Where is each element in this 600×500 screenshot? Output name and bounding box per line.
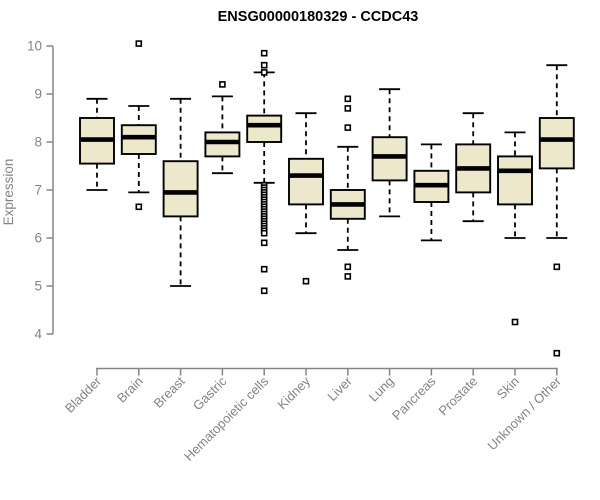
x-tick-label-liver: Liver <box>324 373 355 404</box>
outlier-point <box>260 229 268 237</box>
outlier-point <box>553 263 561 271</box>
outlier-point <box>302 277 310 285</box>
boxplot-prostate <box>455 112 492 223</box>
outlier-point <box>260 69 268 76</box>
outlier-point <box>260 61 268 69</box>
x-tick-label-unknown-other: Unknown / Other <box>484 373 564 453</box>
outlier-point <box>219 81 226 88</box>
outlier-point <box>260 265 268 273</box>
outlier-point <box>135 203 143 211</box>
outlier-point <box>344 124 352 131</box>
boxplot-breast <box>162 97 199 287</box>
boxplot-gastric <box>204 81 241 175</box>
iqr-box <box>246 114 283 143</box>
outlier-point <box>553 349 561 357</box>
boxplot-bladder <box>79 97 115 191</box>
x-tick-label-gastric: Gastric <box>190 373 230 413</box>
boxplot-unknown-other <box>538 64 575 357</box>
boxplot-pancreas <box>413 143 450 242</box>
boxplot-liver <box>329 95 366 280</box>
x-tick-label-kidney: Kidney <box>274 373 313 412</box>
y-tick-label: 9 <box>34 87 42 102</box>
y-axis-title: Expression <box>1 159 16 226</box>
y-axis: 4 5 6 7 8 9 10 <box>27 39 54 342</box>
y-tick-label: 10 <box>27 39 42 54</box>
iqr-box <box>120 124 157 155</box>
x-tick-label-pancreas: Pancreas <box>389 373 439 423</box>
iqr-box <box>288 157 324 206</box>
boxplot-lung <box>371 88 408 218</box>
x-tick-label-skin: Skin <box>494 374 522 402</box>
x-tick-label-brain: Brain <box>114 374 146 406</box>
y-tick-label: 5 <box>34 279 42 294</box>
outlier-point <box>511 318 519 326</box>
iqr-box <box>371 136 408 182</box>
outlier-point <box>344 263 352 271</box>
chart-title: ENSG00000180329 - CCDC43 <box>218 9 419 25</box>
x-tick-label-breast: Breast <box>151 373 188 410</box>
y-tick-label: 8 <box>34 135 42 150</box>
boxplot-kidney <box>288 112 324 285</box>
iqr-box <box>497 155 533 206</box>
y-tick-label: 6 <box>34 231 42 246</box>
x-tick-label-lung: Lung <box>366 374 397 405</box>
outlier-point <box>344 95 352 103</box>
outlier-point <box>260 49 268 57</box>
iqr-box <box>162 160 199 218</box>
y-tick-label: 4 <box>34 327 42 342</box>
boxplot-hematopoietic-cells <box>246 49 283 295</box>
outlier-point <box>260 287 268 295</box>
iqr-box <box>538 117 575 170</box>
outlier-point <box>344 105 352 112</box>
iqr-box <box>204 131 241 158</box>
x-tick-label-bladder: Bladder <box>62 373 105 416</box>
boxplot-skin <box>497 131 533 326</box>
outlier-point <box>344 273 352 280</box>
outlier-point <box>260 239 268 247</box>
x-tick-label-prostate: Prostate <box>435 374 480 419</box>
outlier-point <box>135 40 143 47</box>
y-tick-label: 7 <box>34 183 42 198</box>
boxplot-brain <box>120 40 157 211</box>
